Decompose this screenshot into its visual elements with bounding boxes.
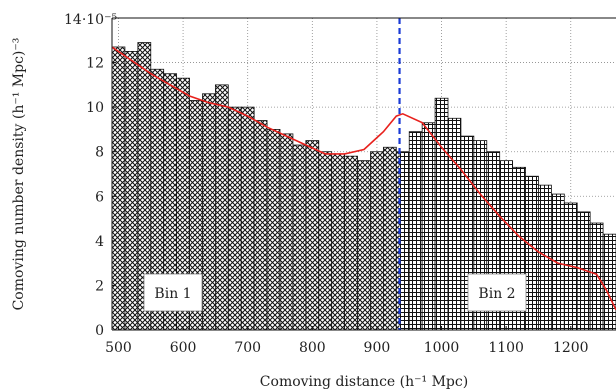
histogram-bar — [150, 69, 164, 330]
fit-line-group — [112, 46, 616, 311]
y-tick-label: 10 — [86, 100, 104, 116]
histogram-bar — [370, 151, 384, 330]
y-tick-label: 8 — [95, 145, 104, 161]
x-tick-labels: 500 600 700 800 900 1000 1100 1200 — [105, 340, 588, 356]
axes — [111, 17, 616, 331]
histogram-bars — [112, 42, 616, 330]
fit-line — [112, 46, 616, 311]
histogram-bar — [241, 107, 255, 330]
histogram-bar — [280, 133, 293, 330]
y-tick-label: 12 — [86, 56, 104, 72]
histogram-bar — [267, 129, 280, 330]
y-tick-label: 4 — [95, 234, 104, 250]
histogram-bar — [603, 234, 616, 330]
histogram-bar — [137, 42, 151, 330]
histogram-bar — [344, 156, 358, 330]
histogram-bar — [435, 98, 448, 330]
histogram-bar — [305, 140, 319, 330]
histogram-bar — [189, 100, 203, 330]
x-axis-title: Comoving distance (h⁻¹ Mpc) — [260, 374, 468, 390]
histogram-bar — [577, 211, 591, 330]
x-tick-label: 1100 — [488, 340, 524, 356]
bin-label: Bin 1 — [154, 286, 191, 302]
histogram-bar — [124, 51, 138, 330]
histogram-bar — [163, 73, 177, 330]
histogram-bar — [318, 151, 332, 330]
histogram-bar — [448, 118, 461, 330]
y-tick-labels: 0 2 4 6 8 10 12 — [86, 56, 104, 339]
y-exponent-label: 14·10⁻⁵ — [64, 12, 117, 28]
histogram-bar — [176, 78, 190, 330]
y-tick-label: 0 — [95, 323, 104, 339]
histogram-bar — [112, 46, 125, 330]
histogram-bar — [422, 122, 436, 330]
histogram-bar — [590, 223, 604, 330]
histogram-bar — [525, 176, 539, 330]
x-tick-label: 700 — [234, 340, 261, 356]
histogram-bar — [383, 147, 397, 330]
x-tick-label: 1000 — [424, 340, 460, 356]
histogram-bar — [215, 84, 229, 330]
x-tick-label: 500 — [105, 340, 132, 356]
x-tick-label: 900 — [364, 340, 391, 356]
histogram-bar — [399, 151, 410, 330]
bin-label-box — [143, 273, 203, 312]
histogram-bar — [228, 107, 242, 330]
x-tick-label: 800 — [299, 340, 326, 356]
bin-label-box — [467, 273, 527, 312]
y-tick-label: 2 — [95, 278, 104, 294]
histogram-bar — [292, 145, 306, 330]
bin-labels: Bin 1 Bin 2 — [143, 273, 527, 312]
bin-label: Bin 2 — [478, 286, 515, 302]
x-tick-label: 600 — [170, 340, 197, 356]
histogram-bar — [538, 185, 552, 330]
histogram-bar — [409, 131, 423, 330]
histogram-bar — [254, 120, 268, 330]
histogram-bar — [551, 194, 565, 330]
histogram-bar — [396, 151, 400, 330]
x-tick-label: 1200 — [553, 340, 589, 356]
histogram-bar — [357, 160, 371, 330]
histogram-bar — [331, 153, 345, 330]
y-tick-label: 6 — [95, 189, 104, 205]
histogram-bar — [202, 93, 216, 330]
y-axis-title: Comoving number density (h⁻¹ Mpc)⁻³ — [11, 38, 27, 311]
